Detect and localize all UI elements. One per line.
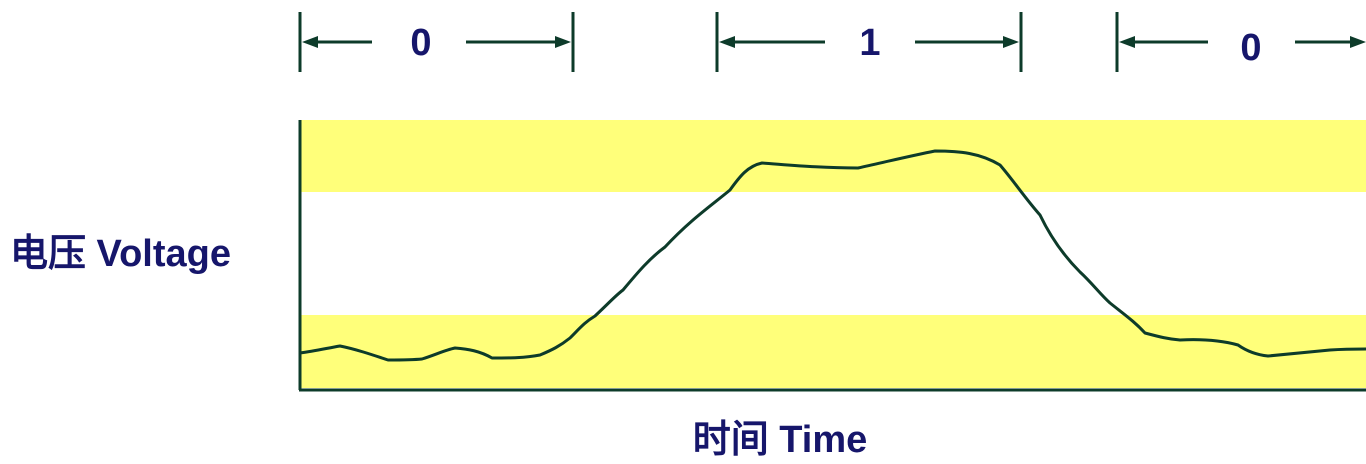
arrow-right-head xyxy=(1350,36,1366,48)
bit-period-2 xyxy=(1115,12,1366,72)
low-level-band xyxy=(300,315,1366,388)
bit-label-0: 0 xyxy=(410,22,431,64)
bit-period-1 xyxy=(715,12,1023,72)
bit-label-1: 1 xyxy=(859,22,880,64)
arrow-right-head xyxy=(1003,36,1019,48)
bit-period-0 xyxy=(298,12,575,72)
arrow-left-head xyxy=(302,36,318,48)
arrow-left-head xyxy=(1119,36,1135,48)
voltage-signal-curve xyxy=(298,149,1366,362)
arrow-right-head xyxy=(555,36,571,48)
high-level-band xyxy=(300,120,1366,192)
y-axis-label: 电压 Voltage xyxy=(10,233,231,275)
x-axis-label: 时间 Time xyxy=(693,419,868,461)
bit-label-2: 0 xyxy=(1240,27,1261,69)
arrow-left-head xyxy=(719,36,735,48)
